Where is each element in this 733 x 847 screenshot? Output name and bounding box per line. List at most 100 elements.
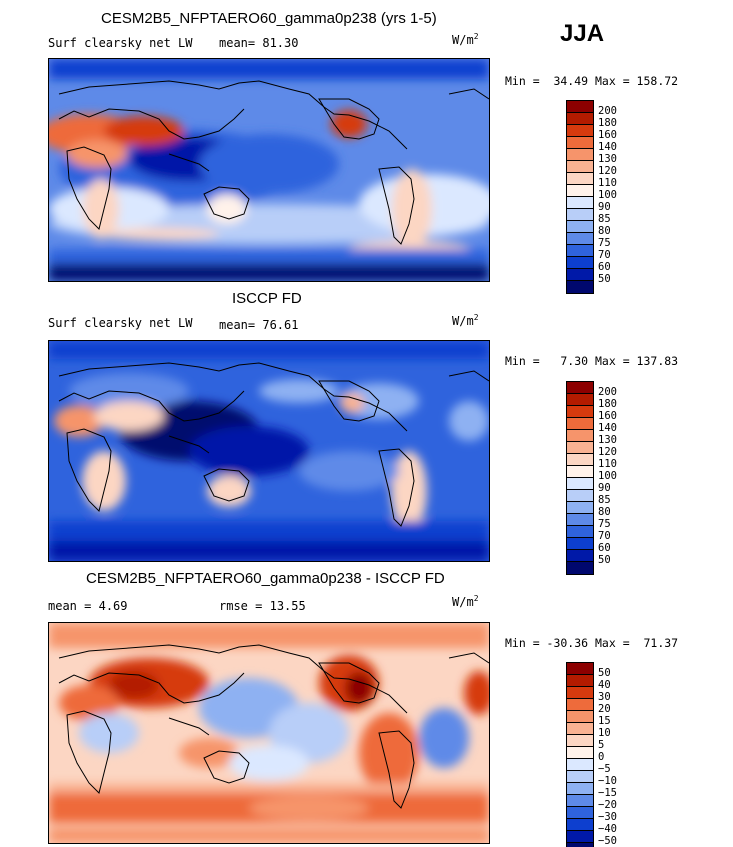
colorbar-tick-label: 120 <box>598 165 617 177</box>
colorbar-swatch <box>567 394 593 406</box>
colorbar-swatch <box>567 430 593 442</box>
panel1-units: W/m2 <box>452 32 479 47</box>
colorbar-swatch <box>567 675 593 687</box>
colorbar-swatch <box>567 502 593 514</box>
colorbar-tick-label: 60 <box>598 542 611 554</box>
panel3-rmse-value: 13.55 <box>269 599 306 613</box>
panel3-minmax: Min = -30.36 Max = 71.37 <box>505 636 679 650</box>
colorbar-tick-label: 40 <box>598 679 611 691</box>
colorbar-swatch <box>567 137 593 149</box>
panel3-rmse: rmse = 13.55 <box>219 599 306 613</box>
colorbar-tick-label: −30 <box>598 811 617 823</box>
colorbar-swatch <box>567 406 593 418</box>
panel1-minmax: Min = 34.49 Max = 158.72 <box>505 74 679 88</box>
colorbar-swatch <box>567 466 593 478</box>
colorbar-tick-label: 60 <box>598 261 611 273</box>
colorbar-swatch <box>567 173 593 185</box>
colorbar-swatch <box>567 526 593 538</box>
panel1-units-base: W/m <box>452 33 474 47</box>
colorbar-tick-label: 110 <box>598 177 617 189</box>
colorbar-tick-label: 85 <box>598 213 611 225</box>
panel3-units-base: W/m <box>452 595 474 609</box>
colorbar-tick-label: 110 <box>598 458 617 470</box>
panel1-colorbar <box>566 100 594 294</box>
colorbar-swatch <box>567 538 593 550</box>
panel2-map <box>48 340 490 562</box>
colorbar-tick-label: 140 <box>598 422 617 434</box>
colorbar-tick-label: 160 <box>598 129 617 141</box>
colorbar-swatch <box>567 663 593 675</box>
colorbar-tick-label: 75 <box>598 237 611 249</box>
panel2-colorbar <box>566 381 594 575</box>
colorbar-swatch <box>567 831 593 843</box>
colorbar-swatch <box>567 442 593 454</box>
panel3-mean: mean = 4.69 <box>48 599 128 613</box>
colorbar-tick-label: 70 <box>598 530 611 542</box>
panel2-map-svg <box>49 341 489 561</box>
colorbar-swatch <box>567 711 593 723</box>
colorbar-swatch <box>567 843 593 847</box>
panel3-rmse-label: rmse = <box>219 599 263 613</box>
colorbar-tick-label: 70 <box>598 249 611 261</box>
colorbar-swatch <box>567 783 593 795</box>
colorbar-swatch <box>567 245 593 257</box>
colorbar-tick-label: 0 <box>598 751 605 763</box>
panel1-mean: mean= 81.30 <box>219 36 298 50</box>
panel3-units: W/m2 <box>452 594 479 609</box>
colorbar-tick-label: 50 <box>598 554 611 566</box>
panel2-coastlines <box>58 362 489 527</box>
panel3-map <box>48 622 490 844</box>
colorbar-tick-label: −5 <box>598 763 611 775</box>
colorbar-swatch <box>567 233 593 245</box>
colorbar-swatch <box>567 101 593 113</box>
colorbar-tick-label: 5 <box>598 739 605 751</box>
colorbar-swatch <box>567 149 593 161</box>
colorbar-tick-label: 15 <box>598 715 611 727</box>
colorbar-swatch <box>567 257 593 269</box>
colorbar-swatch <box>567 819 593 831</box>
colorbar-swatch <box>567 759 593 771</box>
panel1-title: CESM2B5_NFPTAERO60_gamma0p238 (yrs 1-5) <box>101 10 437 27</box>
colorbar-swatch <box>567 795 593 807</box>
colorbar-swatch <box>567 197 593 209</box>
panel2-units-exp: 2 <box>473 313 479 322</box>
colorbar-tick-label: 30 <box>598 691 611 703</box>
colorbar-tick-label: −40 <box>598 823 617 835</box>
panel1-units-exp: 2 <box>473 32 479 41</box>
panel1-map <box>48 58 490 282</box>
colorbar-tick-label: 180 <box>598 398 617 410</box>
panel2-field <box>49 341 489 561</box>
colorbar-tick-label: 75 <box>598 518 611 530</box>
colorbar-swatch <box>567 550 593 562</box>
colorbar-tick-label: 130 <box>598 434 617 446</box>
colorbar-tick-label: 85 <box>598 494 611 506</box>
season-label: JJA <box>560 20 605 47</box>
panel2-mean: mean= 76.61 <box>219 318 298 332</box>
colorbar-tick-label: 200 <box>598 386 617 398</box>
colorbar-tick-label: 100 <box>598 470 617 482</box>
panel3-map-svg <box>49 623 489 843</box>
colorbar-tick-label: 130 <box>598 153 617 165</box>
colorbar-swatch <box>567 687 593 699</box>
panel3-coastlines <box>58 644 489 809</box>
panel3-units-exp: 2 <box>473 594 479 603</box>
colorbar-tick-label: 10 <box>598 727 611 739</box>
panel1-mean-value: 81.30 <box>262 36 299 50</box>
colorbar-tick-label: −15 <box>598 787 617 799</box>
colorbar-swatch <box>567 221 593 233</box>
colorbar-tick-label: −10 <box>598 775 617 787</box>
panel2-mean-label: mean= <box>219 318 256 332</box>
panel3-mean-value: 4.69 <box>98 599 128 613</box>
colorbar-swatch <box>567 113 593 125</box>
colorbar-tick-label: −20 <box>598 799 617 811</box>
panel2-minmax: Min = 7.30 Max = 137.83 <box>505 354 679 368</box>
colorbar-swatch <box>567 771 593 783</box>
colorbar-tick-label: 90 <box>598 482 611 494</box>
panel3-field <box>49 623 489 843</box>
colorbar-swatch <box>567 418 593 430</box>
colorbar-tick-label: 50 <box>598 273 611 285</box>
colorbar-swatch <box>567 747 593 759</box>
colorbar-tick-label: 200 <box>598 105 617 117</box>
colorbar-tick-label: 140 <box>598 141 617 153</box>
